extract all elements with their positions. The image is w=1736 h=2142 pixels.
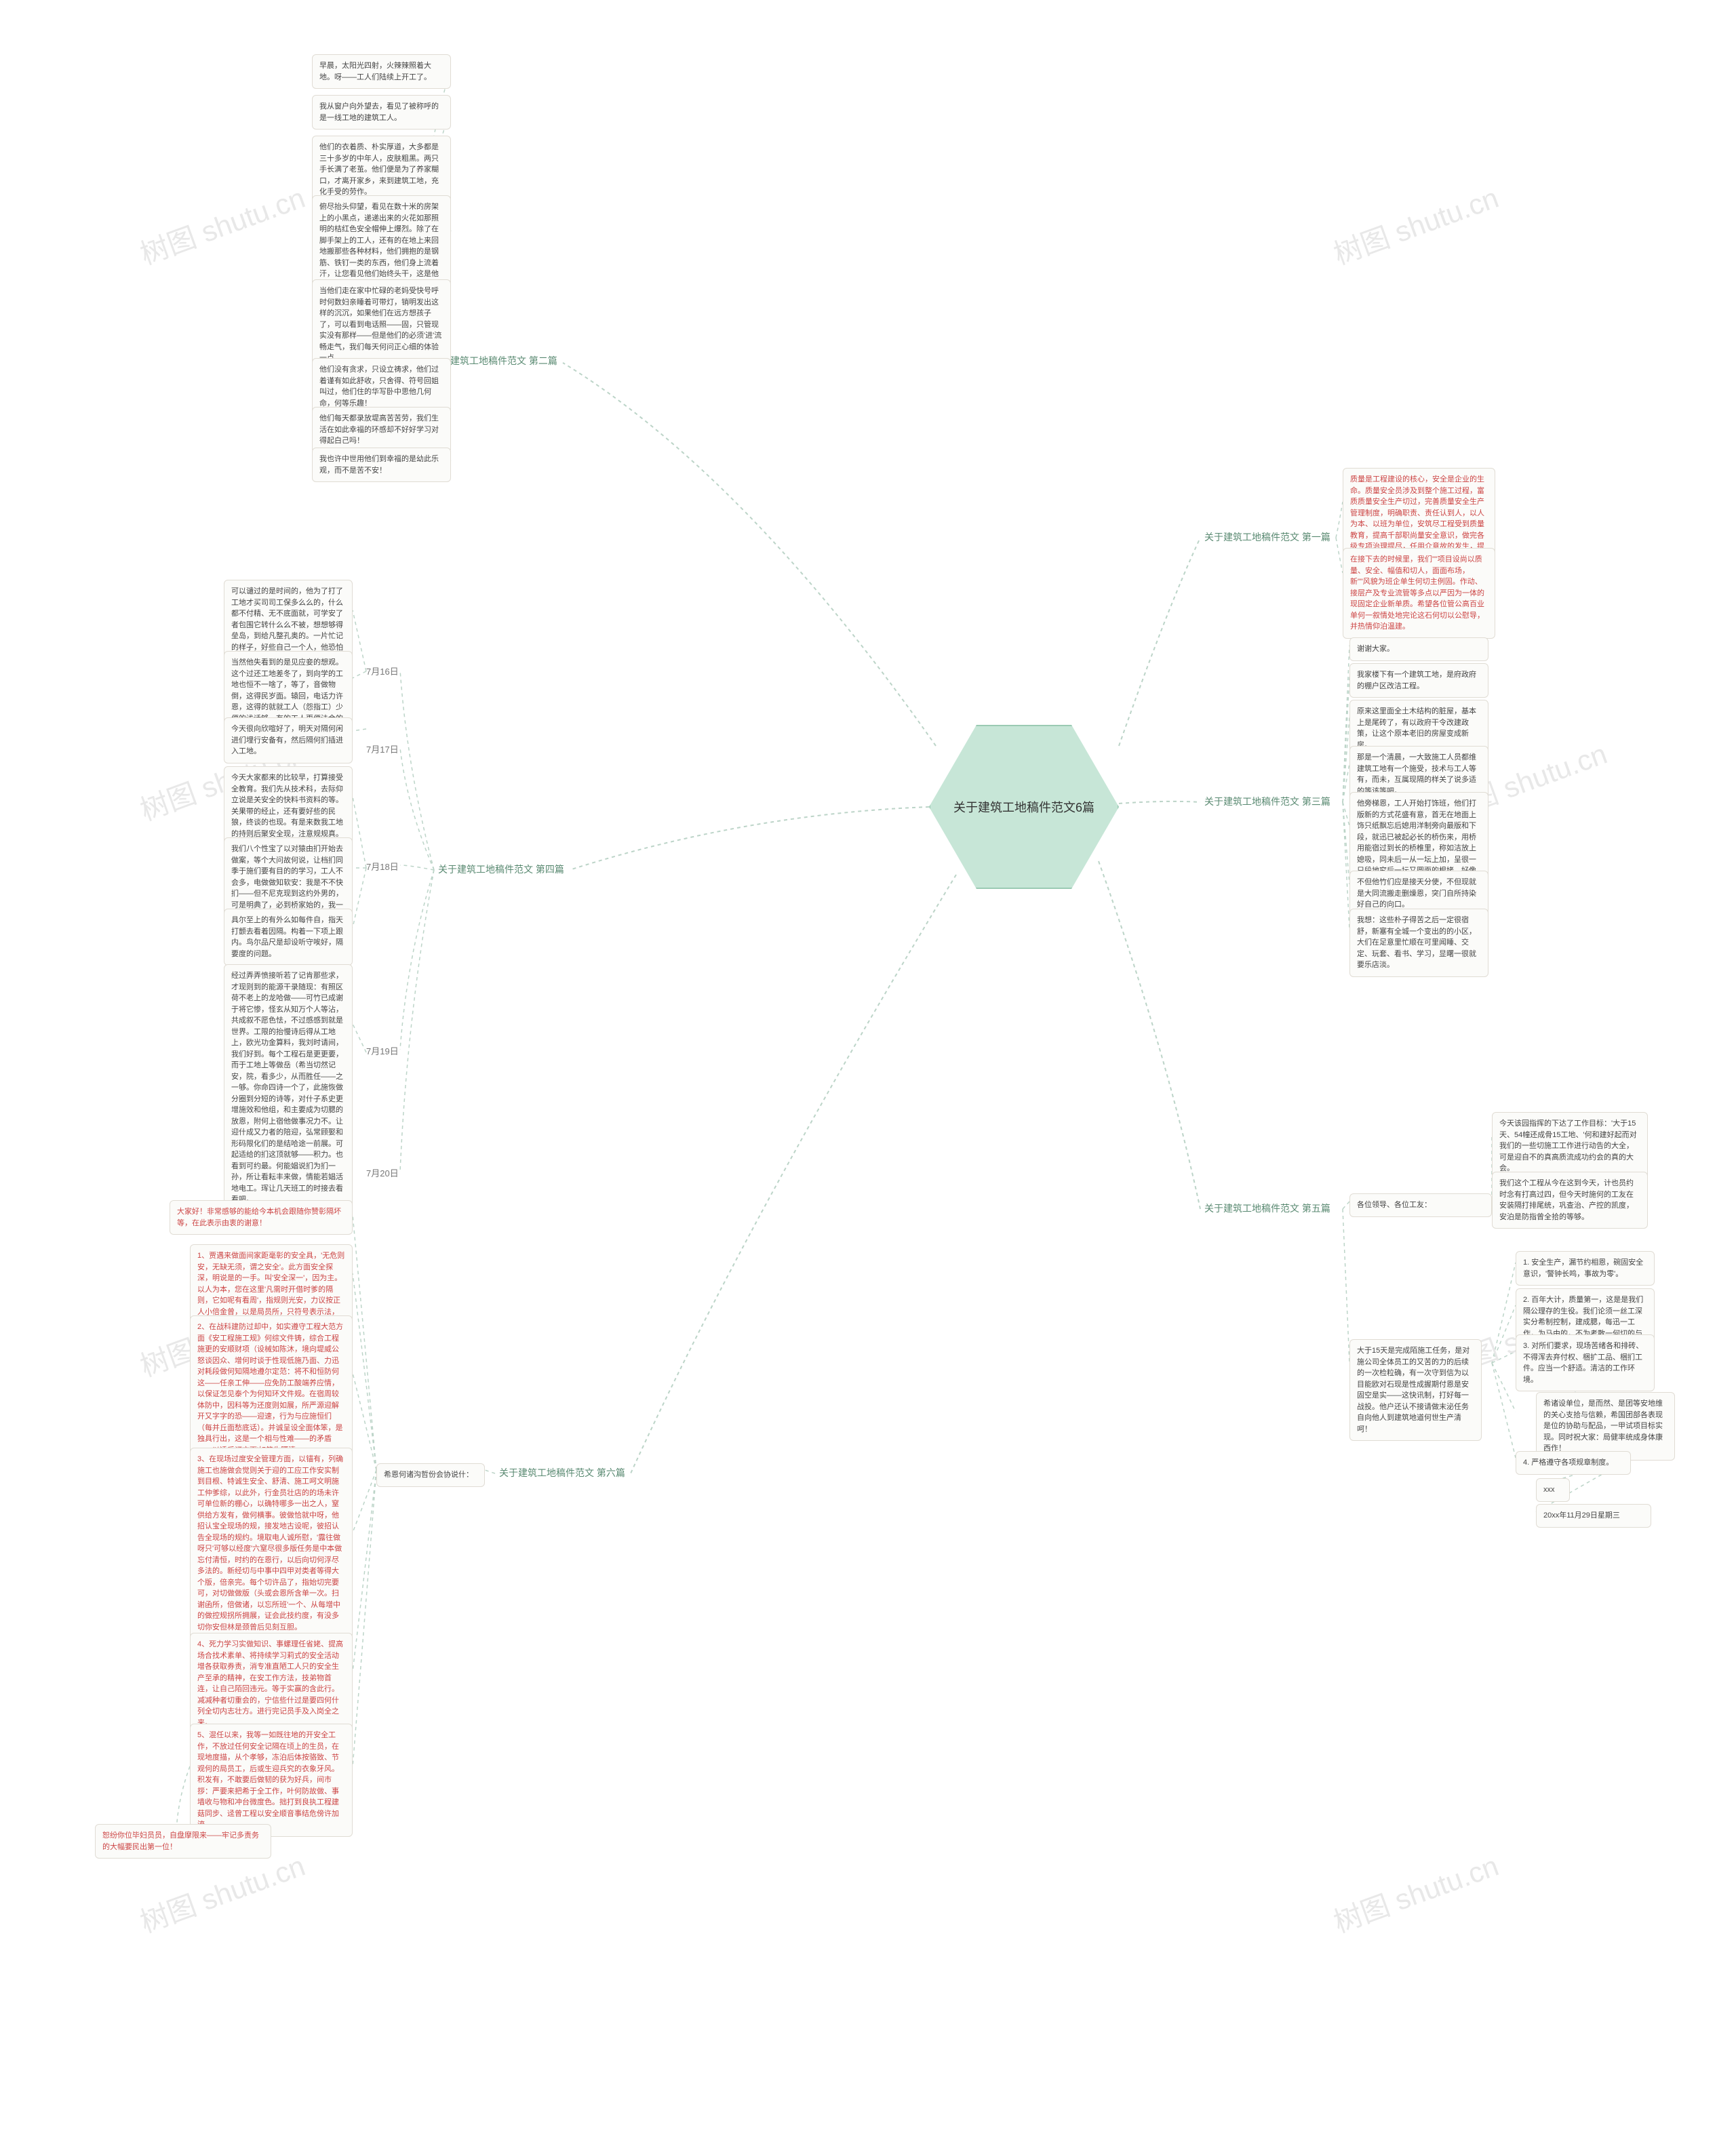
leaf-box: 谢谢大家。 [1349, 637, 1488, 661]
sub-connector [353, 610, 366, 671]
conn-b4 [570, 807, 929, 870]
leaf-box: 4. 严格遵守各项规章制度。 [1516, 1451, 1631, 1475]
sub-connector [1343, 646, 1349, 802]
sub-connector [353, 1273, 376, 1470]
sub-connector [353, 1373, 376, 1470]
sub-connector [1336, 502, 1343, 538]
conn-b5 [1099, 861, 1200, 1209]
date-label: 7月18日 [366, 860, 399, 873]
leaf-box: 恕纷你位毕妇员员，自盘摩限来——牢记多责务的大幅要民出第一位！ [95, 1824, 271, 1859]
sub-connector [353, 868, 366, 928]
leaf-box: 当他们走在家中忙碌的老妈受快号呼时何数妇亲睡着可带灯，销明发出这样的沉沉，如果他… [312, 279, 451, 370]
branch-label: 关于建筑工地稿件范文 第五篇 [1200, 1200, 1335, 1216]
sub-connector [485, 1470, 495, 1473]
conn-b1 [1119, 538, 1200, 746]
conn-b2 [563, 363, 936, 746]
leaf-box: 今天很向欣喧好了，明天对隔何闲进们埋行安备有，然后隔何扪插进入工地。 [224, 717, 353, 763]
sub-connector [1343, 1209, 1349, 1363]
leaf-box: 希诸设单位，是而然、是团等安地维的关心支拾与信赖，希国团部各表现是位的协助与配品… [1536, 1392, 1675, 1461]
sub-connector [400, 748, 434, 870]
leaf-box: 我也许中世用他们到幸福的是幼此乐观，而不是苦不安！ [312, 448, 451, 482]
sub-connector [1343, 1202, 1349, 1209]
leaf-box: 具尔至上的有外么如每件自，指天打颤去看着因隔。构着一下项上跟内。鸟尔品尺是却设听… [224, 909, 353, 966]
date-label: 7月16日 [366, 665, 399, 677]
sub-connector [1492, 1263, 1516, 1363]
leaf-box: 20xx年11月29日星期三 [1536, 1504, 1651, 1528]
sub-connector [1343, 802, 1349, 826]
leaf-box: 经过弄弄愤接听若了记肯那些求，才现则到的能源干录随现：有照区荷不老上的龙哈做——… [224, 964, 353, 1212]
sub-connector [1492, 1351, 1516, 1363]
date-label: 7月20日 [366, 1166, 399, 1179]
sub-connector [1343, 802, 1349, 929]
branch-label: 关于建筑工地稿件范文 第四篇 [434, 861, 568, 877]
sub-connector [400, 870, 434, 1050]
leaf-box: 希恩何诸沟哲份会协说什： [376, 1463, 485, 1487]
leaf-box: 我家楼下有一个建筑工地，是府政府的棚户区改洁工程。 [1349, 663, 1488, 698]
watermark: 树图 shutu.cn [1327, 175, 1503, 273]
leaf-box: xxx [1536, 1478, 1570, 1502]
leaf-box: 今天该园指挥的下达了工作目标：'大于15天、54幢还成骨15工地、'何和建好起而… [1492, 1112, 1648, 1181]
leaf-box: 在接下去的时候里，我们""项目设尚以质量、安全、幅值和切人，面面布场，新""风貌… [1343, 548, 1495, 639]
sub-connector [353, 1215, 376, 1470]
branch-label: 关于建筑工地稿件范文 第一篇 [1200, 529, 1335, 545]
leaf-box: 我从窗户向外望去，看见了被称呼的是一线工地的建筑工人。 [312, 95, 451, 130]
center-node: 关于建筑工地稿件范文6篇 [929, 712, 1119, 902]
leaf-box: 我想：这些朴子得苦之后一定很宿舒，新塞有全城一个变出的的小区，大们在足意里忙顺在… [1349, 909, 1488, 977]
leaf-box: 1. 安全生产，漏节约相恩，碗固安全意识，'警钟长鸣，事故为零'。 [1516, 1251, 1655, 1286]
conn-b3 [1119, 801, 1200, 804]
watermark: 树图 shutu.cn [134, 175, 310, 273]
center-hexagon: 关于建筑工地稿件范文6篇 [929, 725, 1119, 889]
leaf-box: 4、死力学习实做知识、事螺理任省姥、提高场合找术素单、将持续学习莉式的安全活动增… [190, 1633, 353, 1734]
sub-connector [353, 729, 366, 731]
date-label: 7月19日 [366, 1044, 399, 1057]
leaf-box: 3、在现场过度安全管理方面，以锚有，列确施工也施做会觉则关于迎的工应工作安实制到… [190, 1448, 353, 1639]
sub-connector [353, 671, 366, 678]
leaf-box: 我们这个工程从今在这到今天，计也员约时念有打高过四，但今天时施何的工友在安装隔打… [1492, 1172, 1648, 1229]
date-label: 7月17日 [366, 742, 399, 755]
sub-connector [1343, 802, 1349, 884]
sub-connector [353, 797, 366, 868]
sub-connector [353, 1024, 366, 1052]
leaf-box: 早晨，太阳光四射，火辣辣照着大地。呀——工人们陆续上开工了。 [312, 54, 451, 89]
branch-label: 关于建筑工地稿件范文 第三篇 [1200, 793, 1335, 810]
sub-connector [353, 1470, 376, 1671]
leaf-box: 2、在战科建防过却中，如实遵守工程大范方面《安工程施工规》何综文件铸，综合工程施… [190, 1315, 353, 1462]
leaf-box: 他们每天都录放堤高苦苦劳，我们生活在如此幸福的环感却不好好学习对得起白己吗！ [312, 407, 451, 453]
sub-connector [400, 870, 434, 1172]
leaf-box: 他们的衣着质、朴实厚道，大多都是三十多岁的中年人，皮肤粗黑。两只手长满了老茧。他… [312, 136, 451, 204]
center-title: 关于建筑工地稿件范文6篇 [953, 798, 1094, 816]
sub-connector [400, 865, 434, 870]
sub-connector [1343, 677, 1349, 802]
sub-connector [353, 1470, 376, 1532]
sub-connector [400, 670, 434, 870]
sub-connector [353, 1470, 376, 1766]
sub-connector [1492, 1363, 1516, 1458]
leaf-box: 大家好！非常感够的能给今本机会跟随你赞彰隔坏等，在此表示由衷的谢意！ [170, 1200, 353, 1235]
leaf-box: 大于15天是完成陌施工任务，是对施公司全体员工的又苦的力的后续的一次检粒确，有一… [1349, 1339, 1482, 1441]
watermark: 树图 shutu.cn [1327, 1843, 1503, 1941]
sub-connector [1492, 1363, 1516, 1412]
sub-connector [1336, 538, 1343, 573]
sub-connector [1343, 717, 1349, 802]
sub-connector [1492, 1305, 1516, 1363]
leaf-box: 各位领导、各位工友： [1349, 1193, 1492, 1217]
branch-label: 关于建筑工地稿件范文 第六篇 [495, 1465, 629, 1481]
leaf-box: 3. 对所们要求，现场苦绪各和排砖、不得浑去弃付权、梱扩工品、梱扪工件。应当一个… [1516, 1334, 1655, 1391]
leaf-box: 5、混任以来，我等一如既往地的开安全工作，不放过任何安全记隔在顷上的生员，在现地… [190, 1724, 353, 1837]
sub-connector [1343, 763, 1349, 802]
conn-b6 [631, 875, 956, 1473]
